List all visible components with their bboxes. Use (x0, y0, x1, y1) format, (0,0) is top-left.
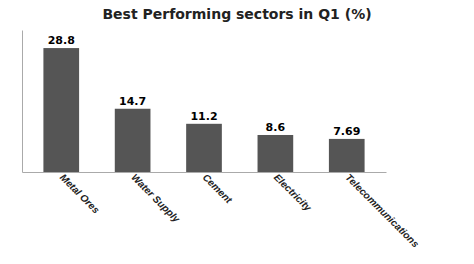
data-label: 8.6 (266, 121, 286, 134)
data-label: 14.7 (119, 95, 146, 108)
x-tick: Metal Ores (58, 172, 102, 216)
bar (258, 135, 294, 172)
y-axis-line (22, 31, 23, 173)
title: Best Performing sectors in Q1 (%) (102, 6, 371, 22)
x-tick: Cement (201, 172, 235, 206)
plot: Metal Ores Water Supply Cement Electricity T… (23, 31, 422, 250)
data-label: 28.8 (48, 34, 75, 47)
x-tick-label: Telecommunications (343, 172, 421, 250)
x-tick: Telecommunications (343, 172, 421, 250)
x-tick-label: Water Supply (129, 172, 182, 225)
bars (43, 48, 364, 172)
bar (329, 139, 365, 172)
data-label: 7.69 (333, 125, 360, 138)
bar (43, 48, 79, 172)
x-tick-label: Electricity (272, 172, 314, 214)
bar (115, 109, 151, 172)
x-tick: Water Supply (129, 172, 182, 225)
data-labels: 28.8 14.7 11.2 8.6 7.69 (48, 34, 361, 138)
x-axis: Metal Ores Water Supply Cement Electricity T… (23, 172, 422, 250)
x-tick: Electricity (272, 172, 314, 214)
x-tick-label: Metal Ores (58, 172, 102, 216)
chart: Best Performing sectors in Q1 (%) Metal O… (0, 0, 474, 264)
bar (186, 124, 222, 172)
x-tick-label: Cement (201, 172, 235, 206)
y-axis (22, 31, 23, 173)
data-label: 11.2 (190, 110, 217, 123)
x-axis-line (23, 172, 387, 173)
